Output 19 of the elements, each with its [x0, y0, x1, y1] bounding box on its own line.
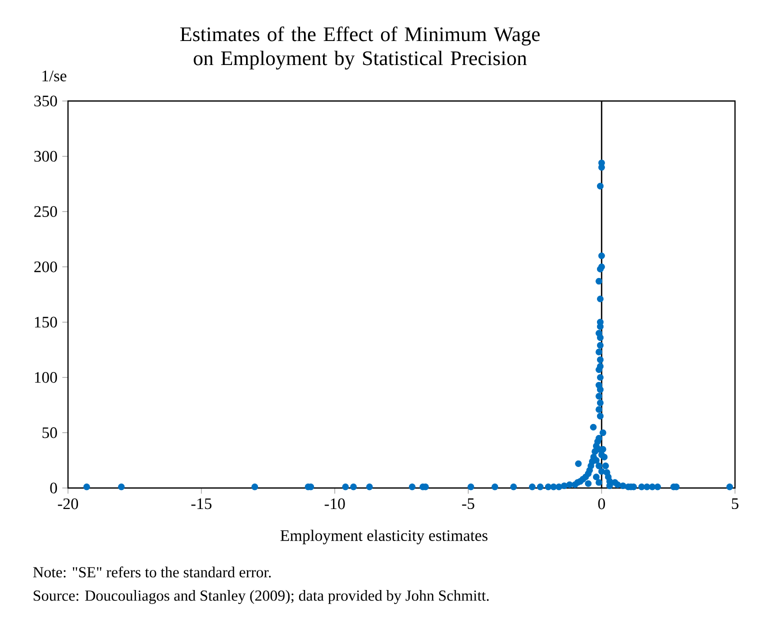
x-tick-label: 0: [598, 498, 605, 510]
text: Note: "SE" refers to the standard error.: [33, 566, 271, 578]
x-tick-label: -10: [324, 498, 345, 510]
x-tick-label: -15: [191, 498, 212, 510]
y-tick-label: 150: [35, 316, 57, 328]
y-axis-title: 1/se: [42, 70, 66, 82]
x-axis-title: Employment elasticity estimates: [280, 530, 488, 544]
source-note: Source: Doucouliagos and Stanley (2009); data provided by John Schmitt.: [34, 590, 489, 604]
y-tick-label: 250: [34, 206, 57, 217]
y-tick-label: 300: [34, 150, 57, 162]
y-tick-label: 100: [35, 372, 57, 383]
y-tick-label: 350: [34, 96, 57, 106]
x-tick-label: -5: [462, 498, 474, 510]
y-tick-label: 200: [34, 261, 57, 272]
x-tick-label: 5: [732, 498, 738, 510]
y-tick-label: 0: [50, 482, 57, 494]
chart-title: Estimates of the Effect of Minimum Wage on Employment by Statistical Precision: [180, 26, 540, 70]
y-tick-label: 50: [42, 427, 57, 438]
x-tick-label: -20: [58, 498, 78, 510]
